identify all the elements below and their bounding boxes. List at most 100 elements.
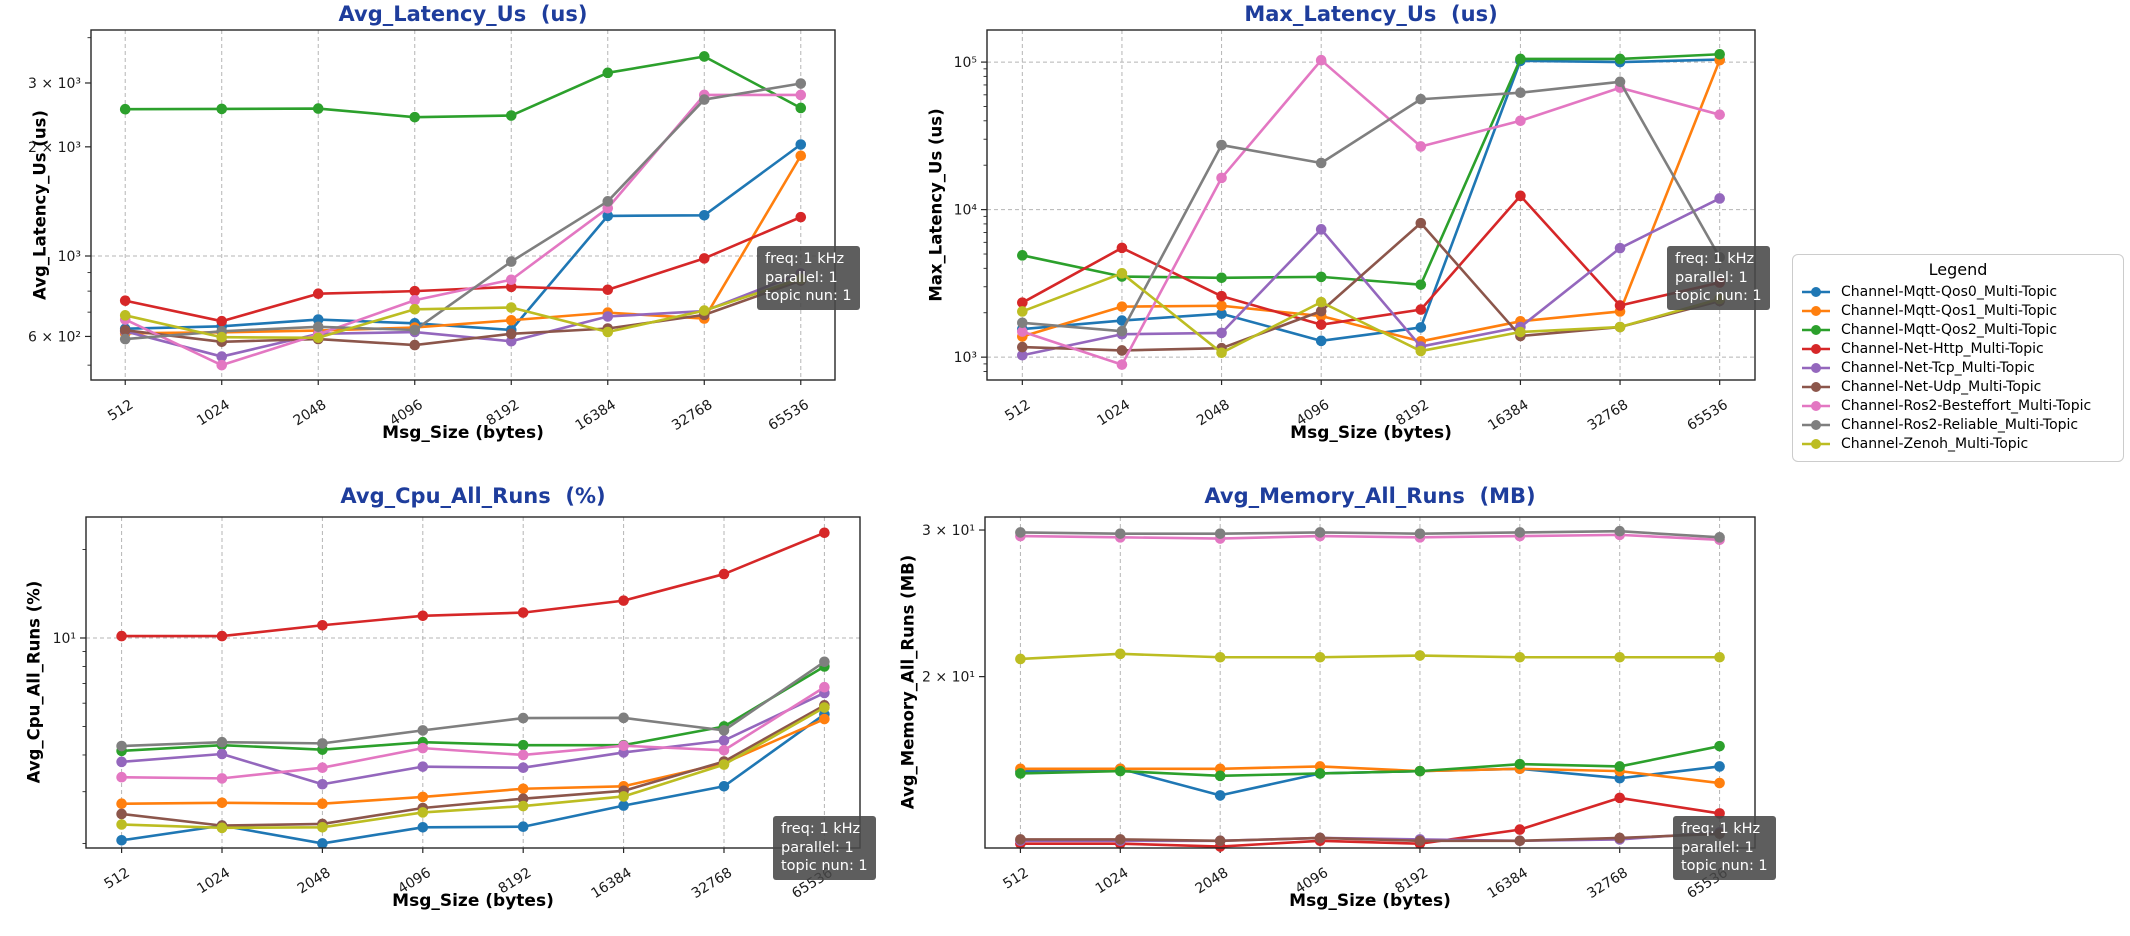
- data-point: [1314, 768, 1326, 779]
- data-point: [1315, 305, 1327, 317]
- data-point: [819, 702, 830, 713]
- data-point: [1514, 758, 1526, 770]
- data-point: [216, 331, 228, 343]
- y-tick-labels: 6 × 10² 10³ 2 × 10³ 3 × 10³: [28, 76, 81, 345]
- data-point: [317, 838, 328, 849]
- legend-line-marker-icon: [1802, 400, 1830, 411]
- data-point: [1115, 648, 1126, 660]
- legend-item: Channel-Net-Tcp_Multi-Topic: [1801, 358, 2115, 377]
- legend-item-label: Channel-Mqtt-Qos1_Multi-Topic: [1841, 302, 2058, 319]
- data-point: [317, 619, 328, 631]
- svg-text:3 × 10¹: 3 × 10¹: [922, 523, 975, 539]
- plot-border: [85, 516, 861, 849]
- data-point: [409, 294, 421, 306]
- svg-text:8192: 8192: [1393, 397, 1432, 429]
- data-point: [216, 736, 228, 748]
- data-point: [1614, 832, 1625, 844]
- svg-text:65536: 65536: [766, 397, 812, 434]
- data-point: [602, 67, 614, 79]
- series-channel-mqtt-qos2_multi-topic: [1015, 740, 1725, 782]
- data-point: [1714, 109, 1725, 120]
- chart-title-avg-memory: Avg_Memory_All_Runs (MB): [1204, 484, 1536, 508]
- annotation-box-avg-cpu: freq: 1 kHz parallel: 1 topic nun: 1: [773, 816, 876, 880]
- data-point: [1714, 193, 1725, 204]
- data-point: [1315, 319, 1327, 330]
- legend-line-marker-icon: [1802, 343, 1830, 354]
- legend-item-label: Channel-Net-Udp_Multi-Topic: [1841, 378, 2042, 395]
- data-point: [819, 527, 830, 539]
- data-point: [119, 324, 131, 336]
- data-point: [409, 111, 421, 123]
- data-point: [216, 351, 228, 362]
- svg-text:32768: 32768: [689, 865, 735, 902]
- data-point: [317, 738, 328, 749]
- svg-text:512: 512: [102, 865, 133, 893]
- avg-latency-plot: 6 × 10² 10³ 2 × 10³ 3 × 10³ 512 1024 2048 4096 8…: [28, 29, 836, 434]
- svg-text:512: 512: [1000, 865, 1031, 893]
- data-point: [216, 822, 228, 834]
- x-axis-label-avg-memory: Msg_Size (bytes): [1289, 891, 1451, 911]
- x-axis-label-avg-cpu: Msg_Size (bytes): [392, 891, 554, 911]
- legend-line-marker-icon: [1802, 381, 1830, 392]
- data-point: [1116, 242, 1128, 254]
- data-point: [1216, 290, 1227, 302]
- y-tick-labels: 10³ 10⁴ 10⁵: [954, 55, 978, 366]
- annotation-box-max-latency: freq: 1 kHz parallel: 1 topic nun: 1: [1667, 246, 1770, 310]
- data-point: [1017, 297, 1028, 308]
- data-point: [517, 800, 529, 812]
- annotation-topic: topic nun: 1: [1675, 288, 1762, 305]
- data-point: [1315, 335, 1327, 347]
- annotation-box-avg-latency: freq: 1 kHz parallel: 1 topic nun: 1: [757, 246, 860, 310]
- legend-item: Channel-Net-Http_Multi-Topic: [1801, 339, 2115, 358]
- svg-text:2 × 10¹: 2 × 10¹: [922, 670, 975, 686]
- data-point: [1515, 87, 1526, 99]
- annotation-freq: freq: 1 kHz: [1681, 821, 1761, 837]
- data-point: [1017, 326, 1028, 337]
- data-point: [116, 808, 127, 820]
- data-point: [1116, 325, 1128, 337]
- svg-text:1024: 1024: [194, 397, 233, 429]
- annotation-parallel: parallel: 1: [1675, 269, 1748, 286]
- data-point: [819, 656, 830, 668]
- data-point: [795, 139, 807, 150]
- data-point: [1116, 301, 1128, 312]
- data-point: [1315, 271, 1327, 283]
- data-point: [1216, 308, 1227, 320]
- svg-text:65536: 65536: [1685, 397, 1731, 434]
- data-point: [517, 712, 529, 724]
- svg-text:1024: 1024: [1093, 865, 1132, 897]
- data-point: [505, 274, 517, 286]
- data-point: [1214, 790, 1226, 801]
- data-point: [1414, 650, 1426, 661]
- data-point: [1315, 296, 1327, 308]
- series-channel-mqtt-qos2_multi-topic: [1017, 48, 1725, 290]
- x-tick-labels: 512 1024 2048 4096 8192 16384 32768 65536: [1002, 397, 1731, 434]
- data-point: [1315, 157, 1327, 169]
- plot-border: [90, 29, 836, 381]
- x-axis-label-max-latency: Msg_Size (bytes): [1290, 423, 1452, 443]
- legend-item-label: Channel-Ros2-Besteffort_Multi-Topic: [1841, 397, 2092, 414]
- legend-items: Channel-Mqtt-Qos0_Multi-Topic Channel-Mqt…: [1801, 282, 2115, 453]
- data-point: [1216, 139, 1227, 151]
- data-point: [216, 630, 228, 642]
- legend-item: Channel-Mqtt-Qos1_Multi-Topic: [1801, 301, 2115, 320]
- data-point: [517, 793, 529, 804]
- svg-text:4096: 4096: [1292, 865, 1331, 897]
- legend-item-label: Channel-Mqtt-Qos0_Multi-Topic: [1841, 283, 2058, 300]
- data-point: [1115, 528, 1126, 539]
- svg-text:10³: 10³: [954, 350, 977, 366]
- data-point: [317, 778, 328, 790]
- series-channel-zenoh_multi-topic: [119, 273, 807, 344]
- data-point: [417, 761, 429, 772]
- data-point: [517, 749, 529, 761]
- data-point: [698, 94, 710, 105]
- data-point: [1714, 48, 1725, 60]
- annotation-topic: topic nun: 1: [765, 288, 852, 305]
- data-point: [602, 210, 614, 222]
- data-point: [795, 150, 807, 162]
- data-point: [216, 359, 228, 371]
- data-point: [409, 303, 421, 315]
- x-tick-labels: 512 1024 2048 4096 8192 16384 32768 65536: [105, 397, 812, 434]
- data-point: [1216, 172, 1227, 184]
- data-point: [1515, 326, 1526, 338]
